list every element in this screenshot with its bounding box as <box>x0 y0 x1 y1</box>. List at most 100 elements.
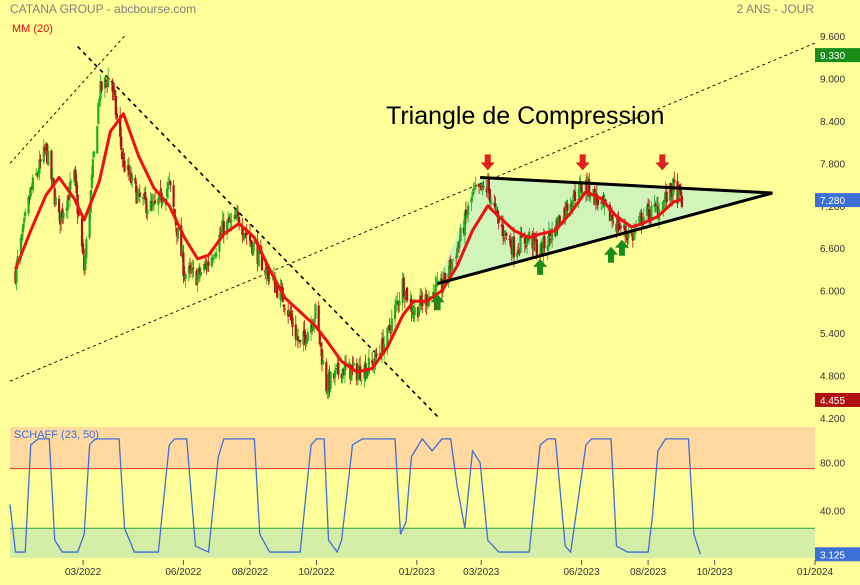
candle-body <box>320 348 324 365</box>
candle-body <box>172 185 175 207</box>
candle-body <box>496 210 499 216</box>
candle-body <box>578 183 581 198</box>
candle-body <box>405 287 409 301</box>
candle-body <box>230 219 233 222</box>
candle-body <box>516 252 519 258</box>
candle-body <box>611 214 614 221</box>
candle-body <box>374 351 377 366</box>
candle-body <box>199 271 202 276</box>
candle-body <box>487 179 490 192</box>
schaff-last-tag-box <box>815 547 860 562</box>
candle-body <box>501 225 505 237</box>
candle-body <box>77 211 80 216</box>
candle-body <box>267 271 270 282</box>
candle-body <box>303 329 306 337</box>
candle-body <box>85 239 88 259</box>
price-tick-label: 7.200 <box>820 202 845 213</box>
candle-body <box>206 262 209 271</box>
candle-body <box>471 191 474 197</box>
candle-body <box>474 185 477 188</box>
candle-body <box>54 197 57 205</box>
candle-body <box>210 256 213 267</box>
channel-upper-dotted-line <box>9 35 125 164</box>
candle-body <box>680 196 684 207</box>
time-tick-label: 01/2024 <box>797 567 834 578</box>
triangle-area <box>437 177 773 284</box>
candle-body <box>299 339 302 343</box>
source-label: CATANA GROUP - abcbourse.com <box>10 2 196 16</box>
candle-body <box>337 362 340 375</box>
candle-body <box>196 274 199 284</box>
candle-body <box>618 227 621 229</box>
candle-body <box>92 151 96 158</box>
triangle-bottom-line <box>437 191 773 286</box>
candle-body <box>596 199 600 206</box>
candle-body <box>188 265 192 269</box>
candle-body <box>29 187 32 197</box>
candle-body <box>91 159 94 178</box>
candle-body <box>352 362 355 366</box>
up-arrow-icon <box>430 294 445 311</box>
candle-body <box>27 196 30 214</box>
candle-body <box>371 360 374 363</box>
schaff-line <box>9 437 702 555</box>
candle-body <box>356 371 360 381</box>
candle-body <box>268 277 271 279</box>
candle-body <box>375 353 378 357</box>
candle-body <box>317 305 320 331</box>
candle-body <box>222 221 225 235</box>
candle-body <box>314 304 317 319</box>
pattern-title: Triangle de Compression <box>386 102 664 130</box>
candle-body <box>152 202 156 204</box>
candle-body <box>203 264 206 271</box>
candle-body <box>312 324 315 331</box>
moving-average <box>14 112 683 374</box>
candle-body <box>497 217 500 224</box>
candle-body <box>508 238 511 240</box>
candle-body <box>144 192 147 200</box>
candle-body <box>551 228 554 241</box>
candle-body <box>35 173 38 176</box>
candle-body <box>305 340 308 344</box>
low-price-tag-box <box>815 392 860 407</box>
candle-body <box>654 203 657 207</box>
candle-body <box>19 237 23 258</box>
candle-body <box>225 221 229 235</box>
up-arrow-icon <box>533 258 548 275</box>
price-tick-label: 6.000 <box>820 287 845 298</box>
candle-body <box>365 370 368 379</box>
candle-body <box>535 239 538 256</box>
overbought-zone <box>10 427 815 469</box>
last-price-tag-box <box>815 193 860 208</box>
candle-body <box>149 200 152 212</box>
candle-body <box>679 189 682 196</box>
candle-body <box>393 305 397 320</box>
candle-body <box>138 192 141 197</box>
time-tick-label: 03/2022 <box>65 567 102 578</box>
candle-body <box>113 89 116 96</box>
candle-body <box>37 173 40 176</box>
candle-body <box>103 77 106 89</box>
candle-body <box>212 257 216 259</box>
candle-body <box>97 103 100 124</box>
candle-body <box>378 352 381 356</box>
candle-body <box>523 236 526 244</box>
candle-body <box>245 232 248 236</box>
candle-body <box>451 259 454 261</box>
candle-body <box>525 236 529 246</box>
candle-body <box>98 98 101 103</box>
time-tick-label: 10/2023 <box>697 567 734 578</box>
schaff-last-tag-text: 3.125 <box>820 550 845 561</box>
candle-body <box>306 332 309 342</box>
candle-body <box>458 240 461 249</box>
candle-body <box>473 188 476 191</box>
candle-body <box>519 235 522 254</box>
time-tick-label: 06/2023 <box>563 567 600 578</box>
candle-body <box>47 151 50 166</box>
candle-body <box>580 184 583 193</box>
candle-body <box>167 182 170 190</box>
candle-body <box>608 204 612 221</box>
candle-body <box>20 234 24 241</box>
candle-body <box>151 202 154 207</box>
candle-body <box>111 80 114 92</box>
